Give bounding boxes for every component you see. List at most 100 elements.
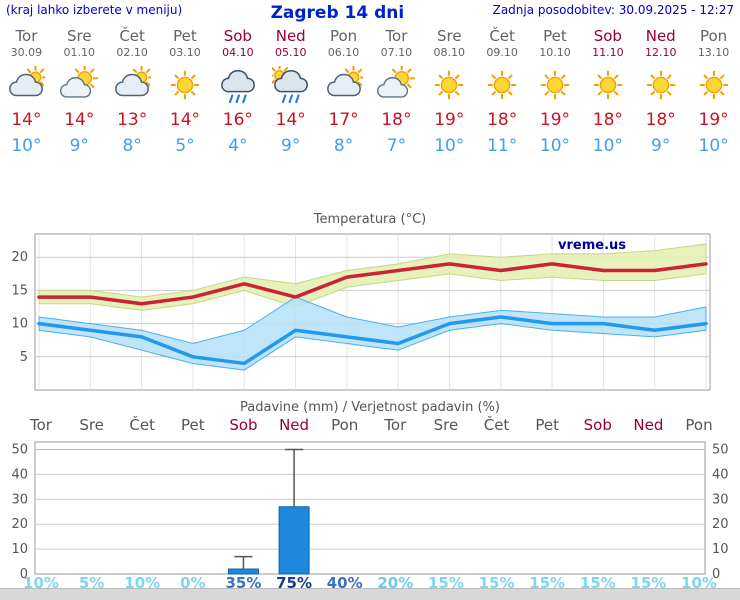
svg-text:Pon: Pon [685, 416, 712, 434]
svg-text:15%: 15% [428, 574, 464, 592]
sunny-icon [159, 62, 212, 108]
svg-text:5: 5 [20, 350, 28, 365]
day-name: Sre [66, 27, 92, 45]
footer-bar [0, 588, 740, 600]
day-date: 06.10 [327, 46, 360, 59]
svg-text:0%: 0% [180, 574, 205, 592]
svg-text:15%: 15% [529, 574, 565, 592]
svg-text:15%: 15% [479, 574, 515, 592]
day-date: 13.10 [697, 46, 730, 59]
day-date: 08.10 [433, 46, 466, 59]
svg-text:40: 40 [11, 467, 28, 482]
day-column: Pet 10.10 19° 10° [529, 27, 582, 156]
rain-icon [211, 62, 264, 108]
high-temperature: 18° [645, 110, 676, 130]
day-column: Pet 03.10 14° 5° [159, 27, 212, 156]
svg-text:15%: 15% [580, 574, 616, 592]
day-name: Ned [275, 27, 306, 45]
svg-text:50: 50 [712, 442, 729, 457]
low-temperature: 10° [698, 136, 729, 156]
high-temperature: 13° [117, 110, 148, 130]
day-column: Pon 06.10 17° 8° [317, 27, 370, 156]
svg-text:40: 40 [712, 467, 729, 482]
svg-text:10: 10 [712, 542, 729, 557]
day-column: Sob 04.10 16° 4° [211, 27, 264, 156]
low-temperature: 8° [333, 136, 354, 156]
day-name: Pet [173, 27, 197, 45]
day-column: Ned 12.10 18° 9° [634, 27, 687, 156]
day-date: 02.10 [116, 46, 148, 59]
day-name: Ned [645, 27, 676, 45]
sunny-icon [634, 62, 687, 108]
svg-text:Ned: Ned [279, 416, 309, 434]
day-column: Pon 13.10 19° 10° [687, 27, 740, 156]
high-temperature: 18° [487, 110, 518, 130]
svg-text:Čet: Čet [129, 416, 155, 434]
page-title: Zagreb 14 dni [270, 3, 405, 23]
high-temperature: 18° [381, 110, 412, 130]
svg-text:10%: 10% [124, 574, 160, 592]
svg-text:10%: 10% [681, 574, 717, 592]
low-temperature: 10° [592, 136, 623, 156]
mostly-cloudy-icon [106, 62, 159, 108]
svg-text:0: 0 [712, 567, 720, 582]
partly-cloudy-icon [370, 62, 423, 108]
day-name: Čet [489, 27, 515, 45]
rain-sun-icon [264, 62, 317, 108]
svg-text:40%: 40% [327, 574, 363, 592]
vreme-watermark[interactable]: vreme.us [558, 238, 626, 253]
svg-text:20: 20 [11, 517, 28, 532]
svg-text:Tor: Tor [29, 416, 53, 434]
low-temperature: 11° [487, 136, 518, 156]
day-date: 07.10 [380, 46, 413, 59]
svg-text:50: 50 [11, 442, 28, 457]
low-temperature: 9° [281, 136, 301, 156]
svg-text:Ned: Ned [633, 416, 663, 434]
day-name: Sob [593, 27, 622, 45]
day-name: Tor [15, 27, 38, 45]
partly-cloudy-icon [53, 62, 106, 108]
temperature-chart: 5 10 15 20 [11, 233, 711, 391]
precipitation-chart-title: Padavine (mm) / Verjetnost padavin (%) [240, 400, 500, 415]
svg-text:Pet: Pet [535, 416, 559, 434]
day-name: Sob [223, 27, 252, 45]
svg-text:5%: 5% [79, 574, 104, 592]
mostly-cloudy-icon [0, 62, 53, 108]
svg-text:35%: 35% [226, 574, 262, 592]
day-name: Pon [329, 27, 358, 45]
low-temperature: 7° [386, 136, 407, 156]
day-date: 12.10 [644, 46, 677, 59]
svg-text:30: 30 [712, 492, 729, 507]
day-column: Tor 30.09 14° 10° [0, 27, 53, 156]
svg-text:30: 30 [11, 492, 28, 507]
svg-text:Sob: Sob [229, 416, 257, 434]
low-temperature: 10° [539, 136, 571, 156]
day-date: 04.10 [222, 46, 254, 59]
day-column: Ned 05.10 14° 9° [264, 27, 317, 156]
sunny-icon [423, 62, 476, 108]
svg-text:10: 10 [11, 317, 28, 332]
svg-text:0: 0 [20, 567, 28, 582]
high-temperature: 14° [64, 110, 95, 130]
day-date: 03.10 [169, 46, 201, 59]
day-name: Pet [543, 27, 567, 45]
high-temperature: 19° [539, 110, 571, 130]
high-temperature: 14° [169, 110, 201, 130]
temperature-chart-title: Temperatura (°C) [313, 212, 427, 227]
forecast-strip: Tor 30.09 14° 10° Sre 01.10 14° 9° Čet 0… [0, 27, 740, 156]
svg-text:10: 10 [11, 542, 28, 557]
sunny-icon [476, 62, 529, 108]
day-date: 11.10 [592, 46, 624, 59]
svg-text:Sre: Sre [434, 416, 459, 434]
high-temperature: 19° [698, 110, 729, 130]
day-date: 05.10 [274, 46, 307, 59]
high-temperature: 14° [275, 110, 306, 130]
high-temperature: 16° [222, 110, 253, 130]
sunny-icon [529, 62, 582, 108]
day-column: Tor 07.10 18° 7° [370, 27, 423, 156]
svg-text:Pon: Pon [331, 416, 358, 434]
svg-text:Sob: Sob [584, 416, 612, 434]
last-updated: Zadnja posodobitev: 30.09.2025 - 12:27 [492, 3, 734, 17]
